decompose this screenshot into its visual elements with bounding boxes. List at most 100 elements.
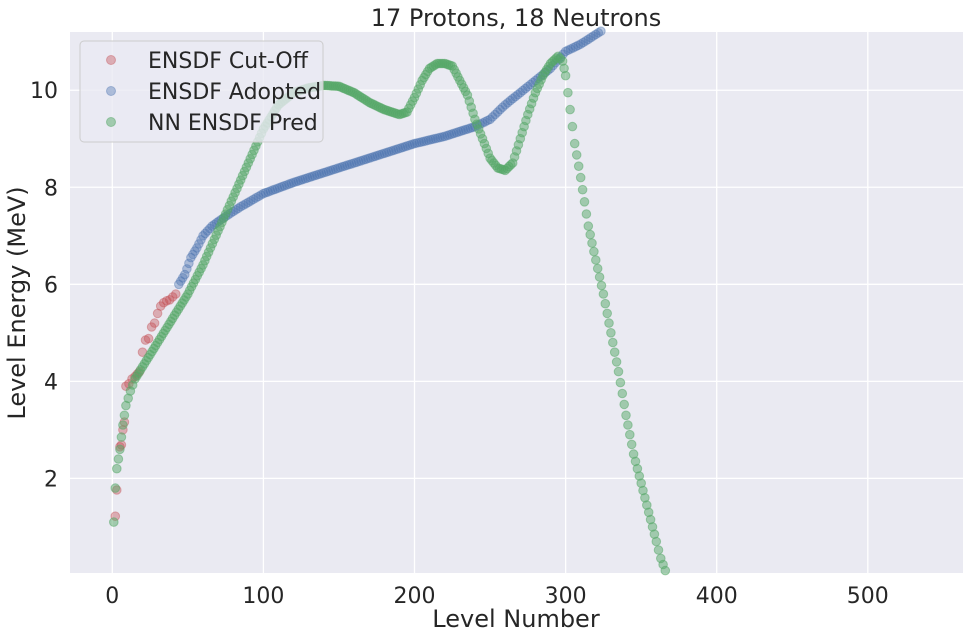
data-point [370, 151, 380, 162]
data-point [419, 136, 429, 147]
data-point [482, 115, 493, 126]
data-point [256, 190, 266, 200]
data-point [342, 160, 352, 170]
data-point [442, 130, 452, 141]
data-point [653, 545, 664, 555]
data-point [351, 157, 362, 168]
data-point [316, 168, 327, 179]
data-point [260, 187, 271, 198]
data-point [119, 410, 130, 421]
data-point [430, 133, 441, 144]
data-point [617, 388, 628, 399]
x-axis-label: Level Number [432, 605, 600, 633]
data-point [328, 164, 338, 175]
legend-label-ensdf-adopted: ENSDF Adopted [148, 80, 321, 105]
data-point [393, 144, 404, 154]
data-point [274, 182, 285, 193]
data-point [314, 169, 325, 179]
data-point [265, 186, 276, 196]
data-point [492, 107, 503, 117]
x-tick-label: 0 [105, 584, 119, 609]
data-point [565, 44, 576, 54]
data-point [578, 37, 589, 48]
data-point [286, 178, 297, 189]
data-point [402, 141, 413, 151]
data-point [451, 127, 462, 138]
data-point [619, 399, 630, 410]
data-point [358, 155, 369, 165]
data-point [360, 154, 371, 165]
y-tick-label: 2 [44, 467, 58, 492]
data-point [606, 328, 616, 338]
y-tick-label: 10 [30, 79, 58, 104]
data-point [563, 45, 573, 56]
data-point [178, 273, 188, 283]
data-point [400, 141, 411, 152]
data-point [507, 93, 518, 104]
data-point [598, 289, 609, 299]
data-point [288, 177, 299, 188]
data-point [600, 298, 611, 309]
y-tick-label: 6 [44, 273, 58, 298]
data-point [609, 347, 620, 358]
data-point [581, 209, 592, 219]
data-point [281, 180, 292, 190]
data-point [409, 138, 420, 149]
data-point [518, 85, 528, 96]
data-point [277, 181, 287, 192]
data-point [487, 112, 498, 122]
data-point [594, 272, 605, 282]
data-point [113, 454, 124, 464]
data-point [567, 121, 578, 132]
data-point [568, 43, 579, 53]
data-point [407, 139, 418, 150]
data-point [367, 152, 378, 162]
data-point [604, 318, 614, 328]
data-point [190, 246, 200, 256]
y-axis-label: Level Energy (MeV) [3, 186, 31, 419]
data-point [625, 429, 635, 440]
data-point [437, 132, 448, 142]
data-point [513, 89, 523, 100]
data-point [388, 145, 399, 156]
y-tick-label: 8 [44, 176, 58, 201]
data-point [272, 183, 283, 194]
tick-labels: 0 100 200 300 400 500 2 4 6 8 10 [30, 79, 889, 609]
data-point [391, 144, 401, 155]
legend-label-ensdf-cutoff: ENSDF Cut-Off [148, 49, 309, 74]
data-point [560, 70, 571, 81]
data-point [523, 81, 533, 92]
data-point [248, 194, 259, 205]
x-tick-label: 400 [696, 584, 738, 609]
data-point [235, 201, 246, 212]
data-point [428, 134, 438, 144]
data-point [510, 91, 521, 102]
series-ensdf-adopted [174, 26, 606, 290]
data-point [611, 357, 622, 367]
data-point [444, 130, 455, 140]
data-point [305, 172, 315, 182]
data-point [570, 41, 581, 52]
legend-marker-ensdf-cutoff [106, 55, 116, 65]
data-point [258, 188, 269, 199]
data-point [309, 170, 320, 181]
data-point [164, 295, 175, 305]
data-point [575, 172, 586, 183]
legend: ENSDF Cut-Off ENSDF Adopted NN ENSDF Pre… [79, 40, 324, 143]
data-point [115, 444, 125, 455]
data-point [463, 124, 473, 134]
x-tick-label: 100 [242, 584, 284, 609]
data-point [372, 150, 383, 161]
data-point [395, 143, 406, 153]
data-point [573, 40, 584, 51]
data-point [571, 150, 582, 160]
data-point [167, 292, 178, 302]
data-point [238, 200, 249, 210]
data-point [386, 146, 397, 156]
data-point [589, 246, 599, 257]
data-point [118, 420, 128, 430]
data-point [116, 432, 127, 442]
data-point [374, 150, 385, 160]
data-point [421, 136, 431, 146]
